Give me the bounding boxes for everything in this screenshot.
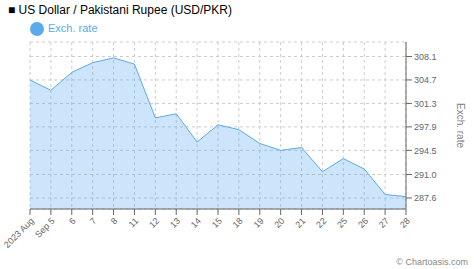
svg-text:308.1: 308.1	[414, 52, 437, 62]
svg-text:13: 13	[168, 216, 182, 230]
svg-text:291.0: 291.0	[414, 170, 437, 180]
svg-text:21: 21	[293, 216, 307, 230]
svg-text:287.6: 287.6	[414, 193, 437, 203]
svg-text:22: 22	[314, 216, 328, 230]
svg-text:15: 15	[210, 216, 224, 230]
html-text:Exch. rate: Exch. rate	[48, 22, 98, 34]
svg-text:14: 14	[189, 216, 203, 230]
svg-text:25: 25	[335, 216, 349, 230]
svg-text:Exch. rate: Exch. rate	[455, 103, 466, 148]
svg-text:2023 Aug: 2023 Aug	[8, 216, 36, 250]
html-text:■ US Dollar / Pakistani Rupee: ■ US Dollar / Pakistani Rupee (USD/PKR)	[8, 3, 232, 17]
svg-text:7: 7	[88, 216, 99, 227]
svg-text:11: 11	[127, 216, 141, 230]
svg-text:294.5: 294.5	[414, 146, 437, 156]
svg-text:297.9: 297.9	[414, 122, 437, 132]
svg-text:301.3: 301.3	[414, 99, 437, 109]
svg-text:20: 20	[272, 216, 286, 230]
svg-text:18: 18	[231, 216, 245, 230]
svg-text:27: 27	[377, 216, 391, 230]
svg-text:19: 19	[252, 216, 266, 230]
html-text:© Chartoasis.com: © Chartoasis.com	[396, 257, 468, 267]
svg-text:6: 6	[67, 216, 78, 227]
svg-text:26: 26	[356, 216, 370, 230]
svg-text:Sep 5: Sep 5	[33, 216, 57, 240]
svg-text:8: 8	[109, 216, 120, 227]
svg-text:12: 12	[147, 216, 161, 230]
svg-text:304.7: 304.7	[414, 75, 437, 85]
svg-text:28: 28	[398, 216, 412, 230]
